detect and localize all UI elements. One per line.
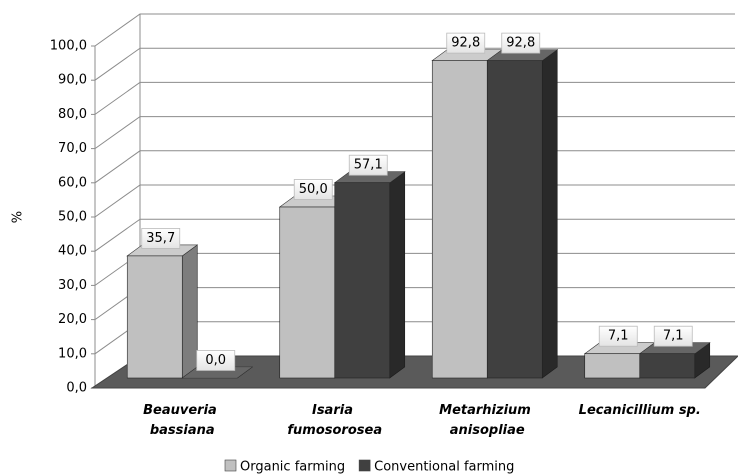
bar [334, 182, 391, 379]
y-tick-label: 70,0 [58, 141, 87, 156]
legend-label: Organic farming [240, 460, 345, 475]
x-tick-label: Lecanicillium sp. [579, 403, 701, 418]
value-label: 7,1 [608, 329, 629, 344]
y-tick-label: 30,0 [58, 278, 87, 293]
bar [639, 353, 696, 379]
bar [584, 353, 641, 379]
value-label-box [501, 32, 541, 54]
value-label-box [653, 325, 693, 347]
x-tick-label: Metarhizium anisopliae [439, 403, 535, 438]
x-tick-label: Isaria fumosorosea [287, 403, 382, 438]
back-wall [95, 14, 735, 388]
value-label: 7,1 [663, 329, 684, 344]
value-label: 35,7 [146, 231, 175, 246]
bar-side-shade [389, 171, 405, 378]
y-tick-label: 60,0 [58, 175, 87, 190]
y-tick-label: 0,0 [66, 381, 87, 396]
legend-swatch [224, 459, 237, 472]
value-label-box [446, 32, 486, 54]
value-label-box [196, 350, 236, 371]
y-tick-label: 40,0 [58, 244, 87, 259]
value-label: 92,8 [451, 36, 480, 51]
value-label: 50,0 [299, 182, 328, 197]
bar [431, 60, 488, 379]
bar-side-shade [542, 49, 558, 379]
y-tick-label: 20,0 [58, 312, 87, 327]
bar-side-shade [694, 342, 710, 378]
legend-swatch [358, 459, 371, 472]
value-label: 57,1 [354, 158, 383, 173]
y-tick-label: 50,0 [58, 210, 87, 225]
y-axis-label: % [11, 211, 26, 223]
legend-label: Conventional farming [374, 460, 514, 475]
legend: Organic farming Conventional farming [224, 459, 514, 475]
value-label-box [293, 179, 333, 200]
value-label: 0,0 [205, 353, 226, 368]
value-label-box [598, 325, 638, 347]
y-tick-label: 80,0 [58, 107, 87, 122]
y-tick-label: 90,0 [58, 73, 87, 88]
value-label-box [141, 228, 181, 249]
x-tick-label: Beauveria bassiana [143, 403, 221, 438]
bar [126, 255, 183, 379]
value-label-box [348, 154, 388, 176]
y-tick-label: 100,0 [50, 39, 87, 54]
bar-side-shade [182, 244, 198, 378]
floor [90, 355, 738, 389]
y-tick-label: 10,0 [58, 346, 87, 361]
bar [486, 60, 543, 379]
bar [279, 206, 336, 379]
value-label: 92,8 [506, 36, 535, 51]
